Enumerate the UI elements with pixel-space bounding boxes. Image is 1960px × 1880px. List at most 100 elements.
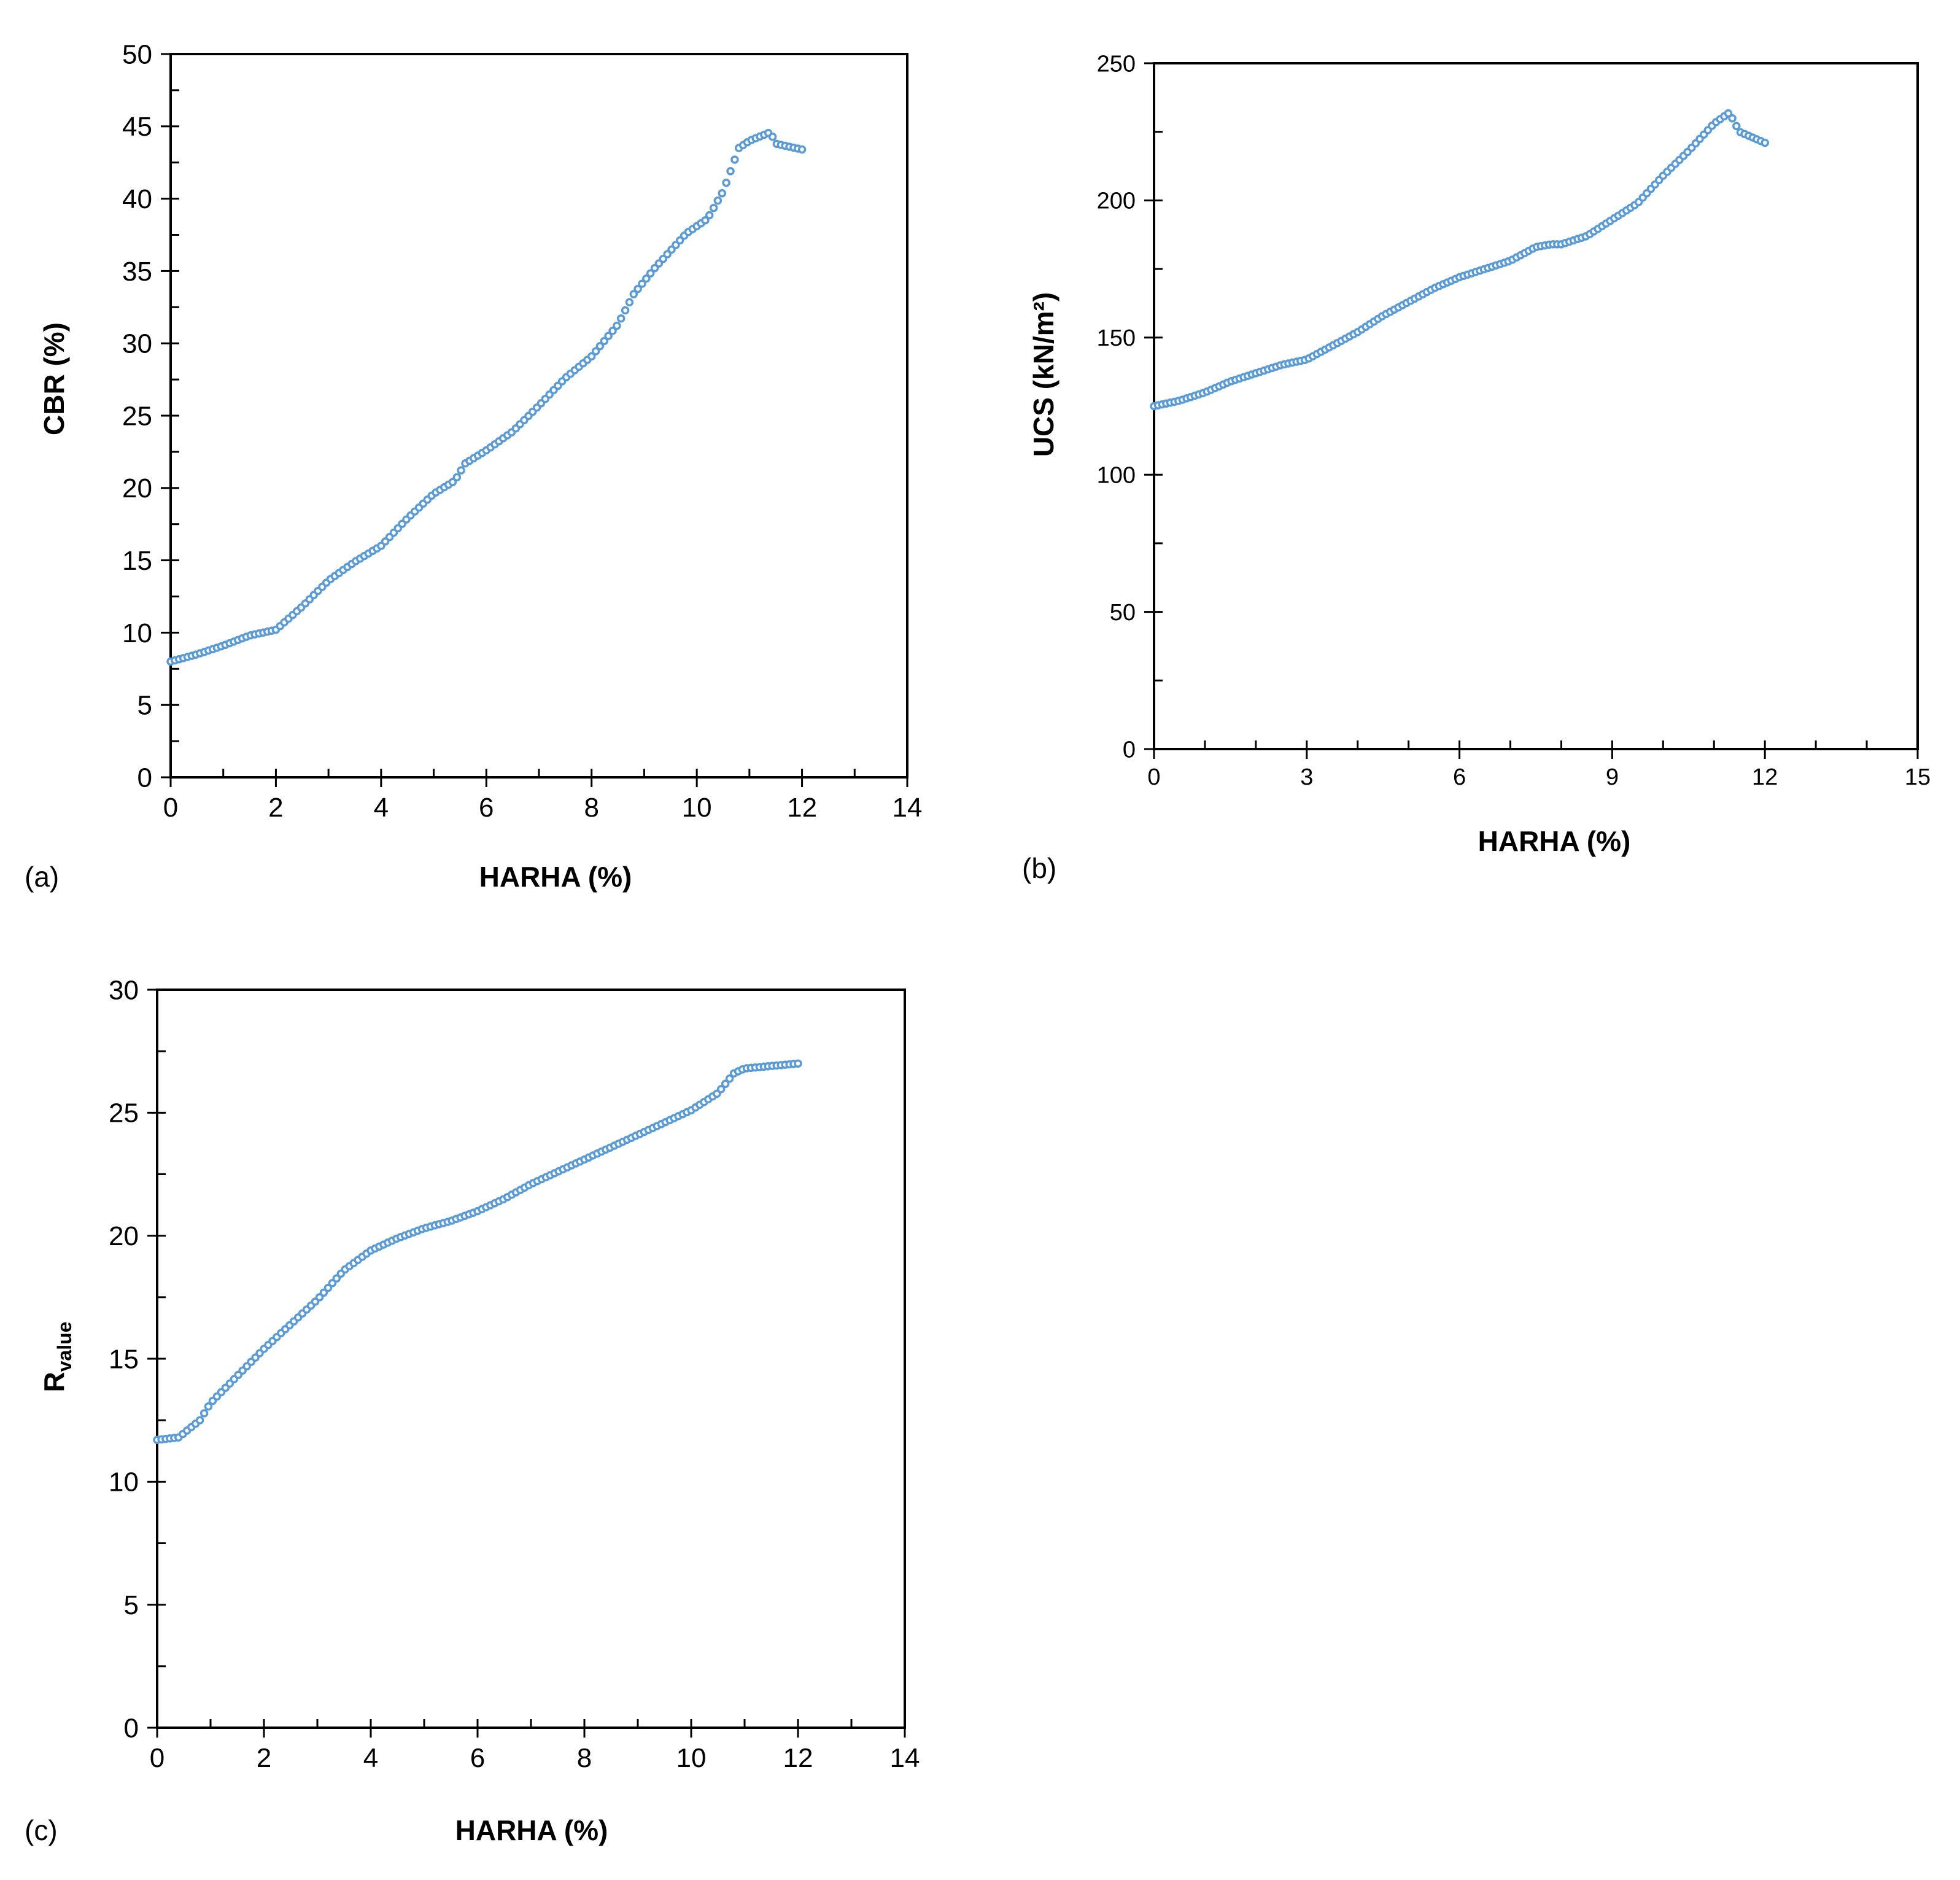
data-point <box>705 211 714 220</box>
y-tick-label: 50 <box>1110 600 1136 626</box>
data-point <box>725 1074 734 1083</box>
y-tick-label: 5 <box>124 1590 139 1620</box>
x-tick-label: 4 <box>374 793 389 823</box>
data-point <box>646 269 655 278</box>
data-point <box>616 314 626 323</box>
data-point <box>328 1279 337 1288</box>
y-tick-label: 0 <box>124 1713 139 1743</box>
data-point <box>332 1274 341 1283</box>
y-tick-label: 200 <box>1097 188 1136 214</box>
data-point <box>633 284 642 293</box>
y-tick-label: 20 <box>109 1221 139 1251</box>
data-point <box>591 347 600 355</box>
x-tick-label: 12 <box>783 1743 813 1773</box>
y-tick-label: 250 <box>1097 51 1136 77</box>
data-point <box>629 290 638 298</box>
panel-label-a: (a) <box>25 861 59 893</box>
y-tick-label: 25 <box>122 401 152 431</box>
data-point <box>323 1283 333 1292</box>
panel-label-b: (b) <box>1022 852 1056 884</box>
x-axis-title-b: HARHA (%) <box>1478 825 1631 857</box>
data-point <box>199 1409 209 1418</box>
y-tick-label: 45 <box>122 112 152 142</box>
data-point <box>716 1085 726 1093</box>
x-tick-label: 15 <box>1905 764 1931 790</box>
data-point <box>600 336 609 346</box>
y-tick-label: 30 <box>109 975 139 1005</box>
x-tick-label: 4 <box>363 1743 378 1773</box>
x-tick-label: 6 <box>470 1743 485 1773</box>
data-point <box>613 321 621 330</box>
data-point <box>448 478 457 486</box>
x-tick-label: 6 <box>479 793 494 823</box>
y-tick-label: 100 <box>1097 463 1136 489</box>
y-tick-label: 30 <box>122 329 152 359</box>
axis-ticks-c: 0 2 4 6 8 10 12 14 0 5 10 15 20 25 30 <box>109 975 920 1773</box>
data-point <box>608 327 617 335</box>
data-point <box>794 1059 802 1068</box>
data-point <box>604 332 613 340</box>
data-point <box>315 1293 324 1302</box>
x-tick-label: 0 <box>163 793 178 823</box>
y-tick-label: 5 <box>138 691 152 721</box>
data-point <box>722 178 730 187</box>
x-axis-title-a: HARHA (%) <box>479 861 632 893</box>
plot-area-a <box>169 53 908 779</box>
data-point <box>642 274 651 283</box>
data-point <box>718 189 727 198</box>
data-point <box>1728 114 1737 123</box>
x-tick-label: 3 <box>1300 764 1313 790</box>
data-point <box>713 196 722 205</box>
plot-area-c <box>156 989 906 1729</box>
x-tick-label: 0 <box>1147 764 1160 790</box>
data-point <box>457 466 465 475</box>
y-tick-label: 0 <box>1123 737 1136 763</box>
data-point <box>1761 138 1769 147</box>
y-tick-label: 150 <box>1097 325 1136 351</box>
chart-panel-a: 0 2 4 6 8 10 12 14 0 5 10 15 20 25 30 35 40 45 50 HARHA (%… <box>25 39 922 893</box>
data-point <box>1732 122 1741 131</box>
x-tick-label: 10 <box>676 1743 707 1773</box>
y-axis-title-c-sub: value <box>53 1321 76 1372</box>
data-point <box>621 306 630 315</box>
y-axis-title-c-main: R <box>38 1372 70 1392</box>
x-tick-label: 9 <box>1606 764 1619 790</box>
y-tick-label: 25 <box>109 1098 139 1128</box>
data-points-a <box>166 128 807 666</box>
x-tick-label: 12 <box>787 793 817 823</box>
x-tick-label: 12 <box>1752 764 1778 790</box>
data-point <box>595 342 605 351</box>
data-points-b <box>1150 109 1769 411</box>
x-axis-title-c: HARHA (%) <box>455 1814 608 1846</box>
x-tick-label: 2 <box>257 1743 271 1773</box>
data-point <box>768 133 777 141</box>
data-point <box>797 145 807 154</box>
x-tick-label: 8 <box>584 793 598 823</box>
data-point <box>726 167 735 176</box>
data-point <box>452 473 462 482</box>
data-point <box>195 1416 204 1424</box>
y-axis-title-c: Rvalue <box>38 1321 76 1392</box>
y-tick-label: 10 <box>109 1467 139 1497</box>
data-point <box>638 279 646 288</box>
y-tick-label: 15 <box>109 1344 139 1374</box>
data-point <box>319 1288 328 1297</box>
data-point <box>625 298 634 307</box>
panel-label-c: (c) <box>25 1814 58 1846</box>
x-tick-label: 14 <box>893 793 923 823</box>
y-tick-label: 20 <box>122 473 152 503</box>
x-tick-label: 10 <box>682 793 712 823</box>
data-point <box>1724 109 1733 118</box>
data-point <box>721 1079 730 1089</box>
data-point <box>709 203 718 212</box>
data-point <box>587 352 596 361</box>
y-axis-title-a: CBR (%) <box>38 322 70 435</box>
x-tick-label: 14 <box>890 1743 920 1773</box>
data-point <box>730 155 739 164</box>
y-tick-label: 0 <box>138 763 152 793</box>
y-axis-title-b: UCS (kN/m²) <box>1028 292 1059 457</box>
data-point <box>701 216 710 225</box>
